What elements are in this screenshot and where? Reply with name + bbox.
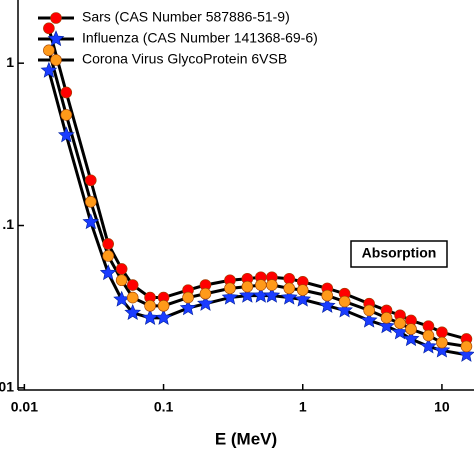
data-point (280, 288, 298, 305)
data-point (378, 317, 395, 334)
data-point (144, 300, 156, 312)
data-point (405, 323, 417, 335)
data-point (255, 279, 267, 291)
y-tick-label: .1 (2, 216, 14, 232)
data-point (294, 290, 312, 307)
legend-label: Corona Virus GlycoProtein 6VSB (82, 51, 287, 67)
data-point (182, 291, 194, 304)
data-point (57, 126, 75, 143)
legend-marker (50, 54, 62, 66)
data-point (155, 309, 172, 325)
data-point (84, 195, 97, 208)
data-point (43, 22, 55, 35)
data-point (84, 174, 97, 187)
data-point (296, 284, 309, 296)
x-tick-label: 0.01 (11, 399, 38, 415)
data-point (266, 279, 278, 291)
data-point (336, 301, 353, 318)
data-point (460, 340, 473, 353)
legend-marker (47, 30, 65, 47)
data-point (241, 280, 254, 293)
data-point (199, 287, 212, 300)
data-point (43, 44, 55, 57)
legend-marker (50, 12, 62, 24)
data-point (221, 288, 239, 305)
data-point (318, 297, 336, 313)
data-point (360, 311, 378, 328)
data-point (224, 282, 236, 295)
data-point (436, 326, 448, 339)
data-point (115, 263, 128, 275)
x-tick-label: 1 (299, 399, 307, 415)
data-point (422, 329, 435, 342)
annotation: Absorption (362, 245, 437, 261)
data-point (420, 337, 437, 354)
data-point (380, 312, 393, 324)
data-point (99, 264, 117, 281)
data-point (124, 304, 142, 320)
data-point (141, 309, 159, 325)
data-point (82, 213, 100, 230)
annotation-box (350, 240, 448, 268)
data-point (102, 250, 114, 262)
data-point (157, 300, 170, 312)
legend-label: Sars (CAS Number 587886-51-9) (82, 9, 290, 25)
data-point (115, 274, 128, 287)
series-line (47, 27, 467, 341)
x-tick-label: 10 (434, 399, 450, 415)
data-point (283, 282, 296, 295)
data-point (338, 295, 351, 308)
series-line (47, 49, 467, 348)
data-point (197, 294, 214, 311)
x-tick-label: 0.1 (154, 399, 174, 415)
data-point (126, 291, 139, 304)
data-point (321, 289, 334, 302)
data-point (458, 345, 474, 362)
data-point (179, 299, 197, 316)
x-axis-label: E (MeV) (215, 429, 277, 448)
legend-label: Influenza (CAS Number 141368-69-6) (82, 30, 318, 46)
y-tick-label: .01 (0, 379, 14, 395)
data-point (60, 109, 73, 121)
data-point (102, 238, 114, 250)
data-point (363, 304, 375, 317)
y-tick-label: 1 (6, 54, 14, 70)
data-point (263, 286, 281, 303)
data-point (60, 86, 73, 99)
data-point (126, 279, 139, 291)
data-point (433, 341, 451, 358)
data-point (402, 330, 420, 347)
data-point (40, 61, 58, 78)
data-point (394, 317, 406, 330)
data-point (436, 336, 448, 349)
